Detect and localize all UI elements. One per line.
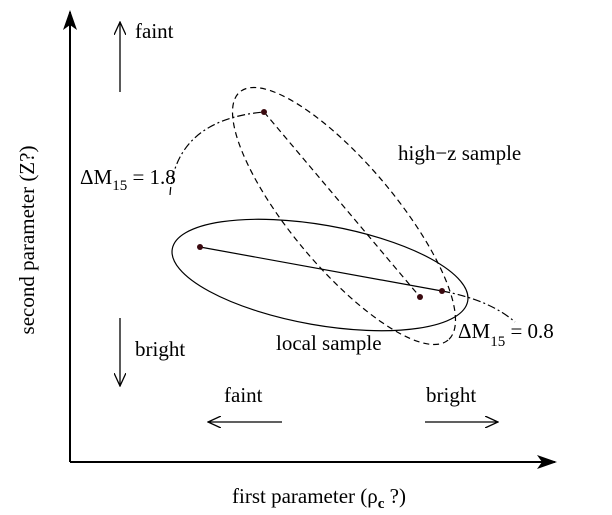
symbol: ρ [367,484,377,508]
point [197,244,203,250]
local-line [199,246,443,292]
text: first parameter ( [232,484,367,508]
samples [169,86,516,346]
label: ΔM15 = 1.8 [80,165,176,194]
label: local sample [276,331,382,355]
arrows [120,22,498,422]
text: = 0.8 [505,319,554,343]
label: faint [135,19,174,43]
dm-low-curve [441,290,516,323]
label: bright [426,383,476,407]
subscript: 15 [112,178,127,194]
label: faint [224,383,263,407]
subscript: c [378,496,385,512]
point [261,109,267,115]
axes [63,10,557,469]
point [439,288,445,294]
x-axis-label: first parameter (ρc ?) [232,484,406,512]
label: high−z sample [398,141,521,165]
label: bright [135,337,185,361]
point [417,294,423,300]
points [197,109,445,300]
text: ?) [384,484,406,508]
label: ΔM15 = 0.8 [458,319,554,350]
y-axis-label: second parameter (Z?) [15,146,39,335]
symbol: ΔM [458,319,491,343]
local-ellipse [171,218,469,332]
dm-high-curve [169,111,265,196]
high-z-ellipse [231,86,457,346]
text: = 1.8 [127,165,176,189]
high-z-line [263,111,421,298]
symbol: ΔM [80,165,113,189]
subscript: 15 [490,334,505,350]
